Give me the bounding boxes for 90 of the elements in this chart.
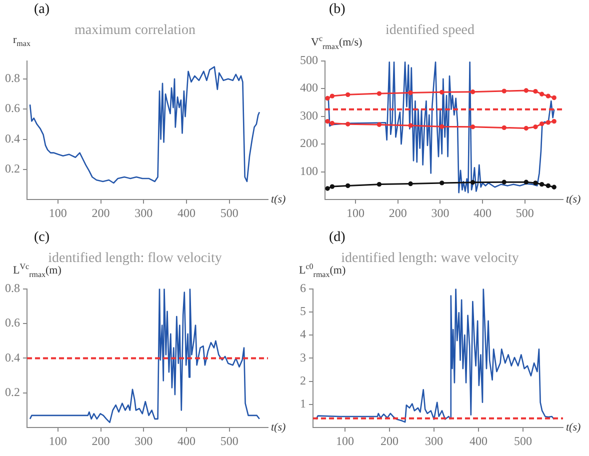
point xyxy=(502,180,506,184)
chart-title: identified speed xyxy=(385,23,475,38)
point xyxy=(502,88,506,94)
text: (a) xyxy=(34,2,50,18)
y-tick-label: 300 xyxy=(300,108,318,122)
y-tick-label: 0.2 xyxy=(5,162,20,176)
point xyxy=(546,183,551,188)
point xyxy=(524,88,529,93)
point xyxy=(546,94,551,98)
point xyxy=(470,124,476,130)
x-tick-label: 500 xyxy=(220,434,238,448)
y-tick-label: 6 xyxy=(300,280,306,295)
y-tick-label: 0.4 xyxy=(5,350,20,364)
point xyxy=(539,92,544,96)
point xyxy=(552,184,556,190)
y-axis-title: r$_{max}$ xyxy=(13,34,30,48)
y-tick-label: 5 xyxy=(300,304,306,318)
point xyxy=(408,123,413,128)
y-tick-label: 1 xyxy=(300,396,306,411)
point xyxy=(546,120,551,125)
x-tick-label: 400 xyxy=(474,206,492,220)
y-tick-label: 400 xyxy=(300,80,318,95)
x-tick-label: 100 xyxy=(336,434,354,448)
point xyxy=(539,182,544,187)
y-tick-label: 2 xyxy=(300,373,306,388)
x-tick-label: 400 xyxy=(178,206,196,220)
x-tick-label: 500 xyxy=(516,206,534,220)
chart-title: maximum correlation xyxy=(74,23,196,38)
y-tick-label: 200 xyxy=(300,136,318,150)
y-axis-title: V$^{c}$$_{rmax}$(m/s) xyxy=(311,34,362,51)
point xyxy=(346,183,350,188)
point xyxy=(524,180,529,184)
x-tick-label: 400 xyxy=(178,434,196,448)
point xyxy=(376,91,382,96)
point xyxy=(470,90,476,94)
x-tick-label: 300 xyxy=(134,206,153,220)
x-tick-label: 100 xyxy=(48,206,67,220)
point xyxy=(330,94,335,98)
text: (c) xyxy=(34,230,50,246)
x-axis-title: t(s) xyxy=(566,421,581,434)
x-tick-label: 100 xyxy=(346,206,364,220)
point xyxy=(346,92,350,98)
y-tick-label: 0.4 xyxy=(5,131,20,146)
point xyxy=(539,121,544,126)
x-tick-label: 500 xyxy=(514,434,532,448)
point xyxy=(325,186,330,191)
y-tick-label: 0.8 xyxy=(5,280,20,295)
point xyxy=(440,124,444,129)
y-tick-label: 0.2 xyxy=(5,385,20,400)
y-tick-label: 100 xyxy=(300,164,318,178)
point xyxy=(408,181,413,186)
x-tick-label: 300 xyxy=(134,434,153,448)
x-tick-label: 300 xyxy=(431,206,450,220)
y-tick-label: 0.6 xyxy=(5,101,20,116)
text: (d) xyxy=(329,230,346,246)
point xyxy=(502,125,506,130)
point xyxy=(376,182,382,187)
point xyxy=(524,126,529,131)
y-tick-label: 0.8 xyxy=(5,71,20,86)
point xyxy=(533,180,538,186)
point xyxy=(330,184,335,189)
point xyxy=(325,118,330,124)
point xyxy=(533,88,538,94)
point xyxy=(470,180,476,185)
point xyxy=(408,90,413,96)
x-tick-label: 200 xyxy=(92,434,110,448)
x-tick-label: 200 xyxy=(380,434,399,448)
point xyxy=(533,124,538,130)
point xyxy=(552,118,556,124)
y-tick-label: 500 xyxy=(300,52,318,67)
point xyxy=(440,90,444,95)
x-axis-title: t(s) xyxy=(271,421,286,434)
x-tick-label: 200 xyxy=(92,206,110,220)
point xyxy=(440,180,444,186)
x-tick-label: 100 xyxy=(48,434,67,448)
point xyxy=(330,120,335,126)
x-tick-label: 200 xyxy=(388,206,407,220)
x-axis-title: t(s) xyxy=(566,193,581,206)
y-tick-label: 3 xyxy=(300,350,306,364)
point xyxy=(325,96,330,101)
x-tick-label: 400 xyxy=(469,434,488,448)
x-axis-title: t(s) xyxy=(271,193,286,206)
y-tick-label: 4 xyxy=(300,327,306,342)
point xyxy=(346,122,350,126)
point xyxy=(376,122,382,127)
point xyxy=(552,95,556,100)
x-tick-label: 500 xyxy=(220,206,238,220)
y-tick-label: 0.6 xyxy=(5,316,20,330)
x-tick-label: 300 xyxy=(424,434,443,448)
text: (b) xyxy=(329,2,346,18)
